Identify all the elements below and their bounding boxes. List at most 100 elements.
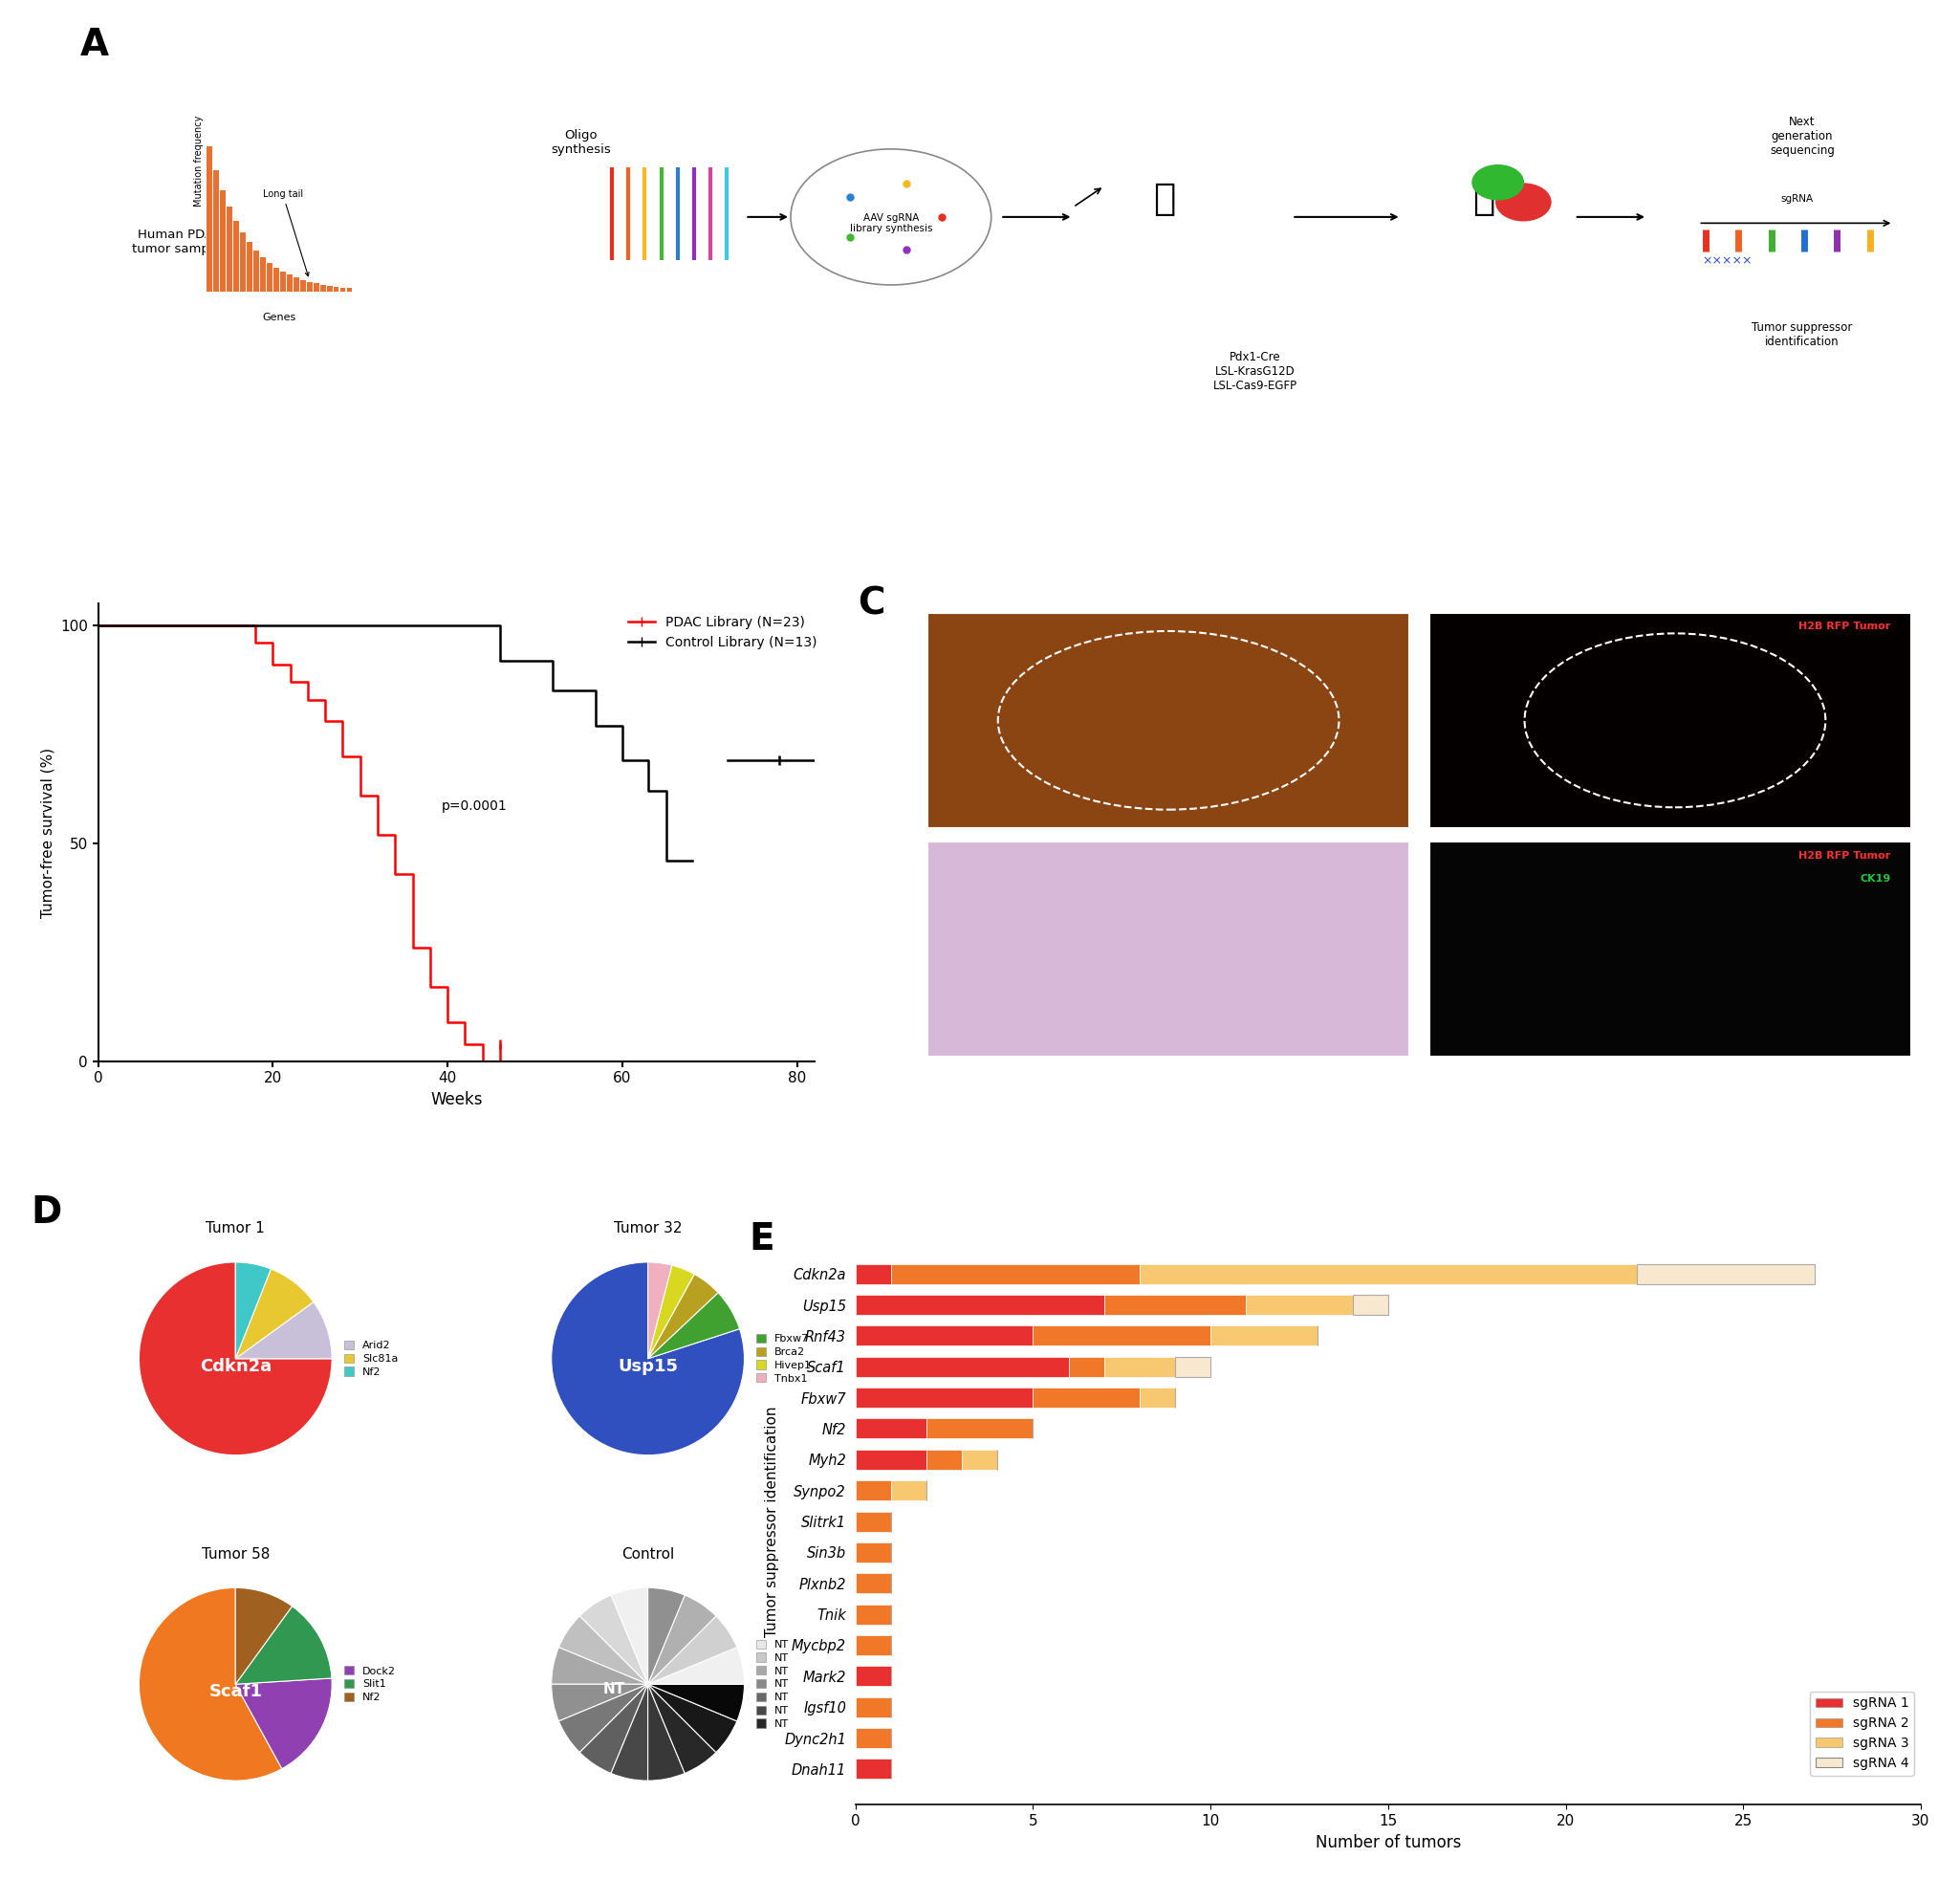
FancyBboxPatch shape (927, 842, 1409, 1057)
Text: p=0.0001: p=0.0001 (441, 799, 508, 812)
Wedge shape (235, 1261, 270, 1359)
Bar (855, 1449, 927, 1470)
Bar (855, 1542, 892, 1562)
Bar (272, 267, 278, 291)
Text: Tumor suppressor
identification: Tumor suppressor identification (1752, 321, 1852, 348)
Title: Control: Control (621, 1547, 674, 1560)
Bar (927, 1449, 962, 1470)
Bar (1033, 1387, 1139, 1408)
Bar (300, 280, 306, 291)
Bar (327, 286, 333, 291)
Bar (855, 1419, 927, 1438)
Bar (314, 284, 319, 291)
Text: NT: NT (604, 1683, 625, 1696)
Wedge shape (649, 1617, 737, 1684)
Wedge shape (235, 1606, 331, 1684)
Legend: Dock2, Slit1, Nf2: Dock2, Slit1, Nf2 (343, 1664, 398, 1705)
Bar (855, 1263, 892, 1284)
Text: 🐁: 🐁 (1472, 180, 1495, 216)
Bar (855, 1480, 892, 1500)
Legend: sgRNA 1, sgRNA 2, sgRNA 3, sgRNA 4: sgRNA 1, sgRNA 2, sgRNA 3, sgRNA 4 (1811, 1692, 1915, 1775)
Bar (261, 258, 265, 291)
Bar (1033, 1325, 1211, 1346)
Bar (1139, 1263, 1637, 1284)
Bar (319, 284, 325, 291)
Bar (1176, 1357, 1211, 1376)
Text: Scaf1: Scaf1 (208, 1683, 263, 1701)
Bar (1637, 1263, 1815, 1284)
Wedge shape (551, 1261, 745, 1455)
Bar (1103, 1357, 1176, 1376)
Bar (855, 1698, 892, 1716)
Bar (267, 263, 272, 291)
Bar (1247, 1295, 1352, 1314)
Bar (892, 1263, 1139, 1284)
Title: Tumor 1: Tumor 1 (206, 1222, 265, 1235)
Bar (855, 1666, 892, 1686)
Y-axis label: Tumor suppressor identification: Tumor suppressor identification (764, 1406, 778, 1637)
Wedge shape (649, 1589, 684, 1684)
Legend: PDAC Library (N=23), Control Library (N=13): PDAC Library (N=23), Control Library (N=… (623, 611, 821, 654)
Wedge shape (649, 1684, 684, 1780)
Bar (306, 282, 312, 291)
FancyBboxPatch shape (1429, 842, 1911, 1057)
Wedge shape (612, 1589, 649, 1684)
Wedge shape (649, 1293, 739, 1359)
Text: H2B RFP Tumor: H2B RFP Tumor (1799, 622, 1891, 632)
Bar (247, 243, 253, 291)
Bar (1068, 1357, 1103, 1376)
Text: Mutation frequency: Mutation frequency (194, 117, 204, 207)
Text: E: E (749, 1222, 774, 1258)
Wedge shape (649, 1265, 694, 1359)
Wedge shape (612, 1684, 649, 1780)
Text: Human PDAC
tumor samples: Human PDAC tumor samples (133, 227, 227, 256)
Legend: NT, NT, NT, NT, NT, NT, NT: NT, NT, NT, NT, NT, NT, NT (755, 1637, 792, 1731)
Bar (333, 286, 339, 291)
Text: sgRNA: sgRNA (1780, 194, 1813, 205)
Text: Genes: Genes (263, 312, 296, 321)
Wedge shape (649, 1594, 715, 1684)
Bar (962, 1449, 998, 1470)
Wedge shape (649, 1684, 715, 1773)
Wedge shape (649, 1684, 737, 1752)
Wedge shape (235, 1269, 314, 1359)
Wedge shape (139, 1589, 282, 1780)
Bar (855, 1604, 892, 1624)
Text: Pdx1-Cre
LSL-KrasG12D
LSL-Cas9-EGFP: Pdx1-Cre LSL-KrasG12D LSL-Cas9-EGFP (1213, 352, 1298, 391)
Wedge shape (580, 1684, 649, 1773)
Bar (855, 1357, 1068, 1376)
Wedge shape (649, 1261, 672, 1359)
Wedge shape (551, 1684, 649, 1720)
Text: Usp15: Usp15 (617, 1357, 678, 1374)
Wedge shape (649, 1275, 717, 1359)
Bar (206, 147, 212, 291)
Title: Tumor 32: Tumor 32 (613, 1222, 682, 1235)
Wedge shape (580, 1594, 649, 1684)
Text: ×××××: ××××× (1701, 254, 1752, 267)
Bar (855, 1295, 1103, 1314)
Bar (1103, 1295, 1247, 1314)
Bar (855, 1728, 892, 1748)
Text: C: C (858, 585, 884, 622)
Bar (214, 169, 220, 291)
FancyBboxPatch shape (927, 613, 1409, 827)
Circle shape (1495, 184, 1550, 220)
Legend: Arid2, Slc81a, Nf2: Arid2, Slc81a, Nf2 (343, 1339, 400, 1378)
Wedge shape (559, 1617, 649, 1684)
Wedge shape (235, 1589, 292, 1684)
Bar (239, 233, 245, 291)
Bar (855, 1574, 892, 1594)
Bar (339, 288, 345, 291)
Legend: Fbxw7, Brca2, Hivep1, Tnbx1: Fbxw7, Brca2, Hivep1, Tnbx1 (755, 1331, 813, 1386)
Bar (892, 1480, 927, 1500)
Text: H2B RFP Tumor: H2B RFP Tumor (1799, 852, 1891, 861)
Bar (855, 1760, 892, 1778)
Bar (1211, 1325, 1317, 1346)
Wedge shape (551, 1647, 649, 1684)
Text: 🐁: 🐁 (1152, 180, 1176, 216)
Bar (253, 250, 259, 291)
Wedge shape (649, 1647, 745, 1684)
Text: CK19: CK19 (1860, 874, 1891, 884)
Bar (225, 207, 231, 291)
Text: Oligo
synthesis: Oligo synthesis (551, 130, 612, 156)
